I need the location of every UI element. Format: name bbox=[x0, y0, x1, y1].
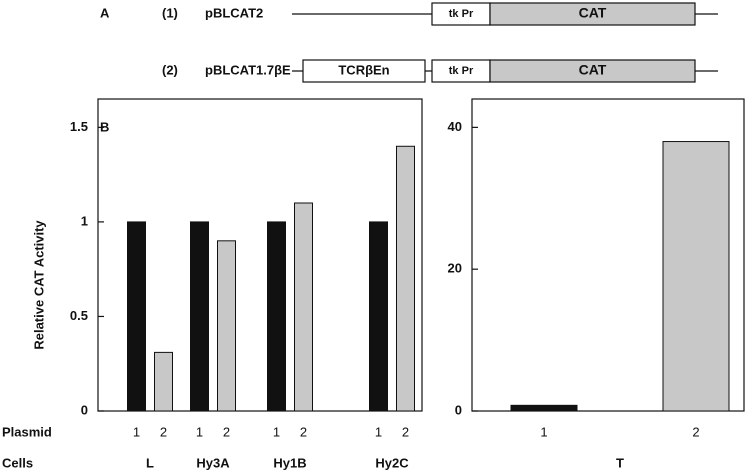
y-tick-label: 1.5 bbox=[70, 119, 88, 134]
bar bbox=[154, 351, 173, 412]
bar bbox=[217, 240, 236, 412]
construct-name: pBLCAT1.7βE bbox=[205, 62, 291, 77]
construct-number: (2) bbox=[162, 62, 178, 77]
y-axis-label: Relative CAT Activity bbox=[31, 220, 46, 350]
plasmid-label: 1 bbox=[540, 424, 547, 439]
element-label: CAT bbox=[579, 62, 607, 78]
row-label: Cells bbox=[2, 455, 33, 470]
panel-label: B bbox=[100, 119, 109, 134]
plot-frame bbox=[471, 98, 745, 412]
bar bbox=[294, 202, 313, 412]
element-label: tk Pr bbox=[449, 8, 474, 20]
bar bbox=[396, 145, 415, 412]
plasmid-label: 2 bbox=[160, 424, 167, 439]
construct-number: (1) bbox=[162, 5, 178, 20]
plasmid-label: 2 bbox=[300, 424, 307, 439]
construct-element bbox=[489, 59, 696, 83]
y-tick-label: 0.5 bbox=[70, 308, 88, 323]
plasmid-label: 1 bbox=[133, 424, 140, 439]
construct-element bbox=[302, 59, 426, 83]
plasmid-label: 1 bbox=[375, 424, 382, 439]
plasmid-label: 2 bbox=[402, 424, 409, 439]
x-tick-label: Hy2C bbox=[375, 455, 409, 470]
plasmid-label: 1 bbox=[196, 424, 203, 439]
plot-frame bbox=[97, 98, 423, 412]
bar bbox=[662, 141, 730, 412]
bar bbox=[510, 404, 578, 412]
y-tick-label: 0 bbox=[81, 402, 88, 417]
x-tick-label: Hy3A bbox=[196, 455, 230, 470]
element-label: tk Pr bbox=[449, 65, 474, 77]
x-tick-label: L bbox=[146, 455, 154, 470]
y-tick-label: 20 bbox=[448, 261, 462, 276]
y-tick-label: 0 bbox=[455, 402, 462, 417]
construct-name: pBLCAT2 bbox=[205, 5, 263, 20]
x-tick-label: Hy1B bbox=[273, 455, 306, 470]
plasmid-label: 2 bbox=[223, 424, 230, 439]
plasmid-label: 2 bbox=[692, 424, 699, 439]
element-label: CAT bbox=[579, 5, 607, 21]
bar bbox=[369, 221, 388, 412]
bar bbox=[127, 221, 146, 412]
bar bbox=[190, 221, 209, 412]
y-tick-label: 1 bbox=[81, 213, 88, 228]
row-label: Plasmid bbox=[2, 424, 52, 439]
construct-element bbox=[489, 2, 696, 26]
panel-label: A bbox=[100, 5, 110, 20]
x-tick-label: T bbox=[616, 455, 624, 470]
y-tick-label: 40 bbox=[448, 119, 462, 134]
plasmid-label: 1 bbox=[273, 424, 280, 439]
element-label: TCRβEn bbox=[338, 62, 389, 77]
bar bbox=[267, 221, 286, 412]
